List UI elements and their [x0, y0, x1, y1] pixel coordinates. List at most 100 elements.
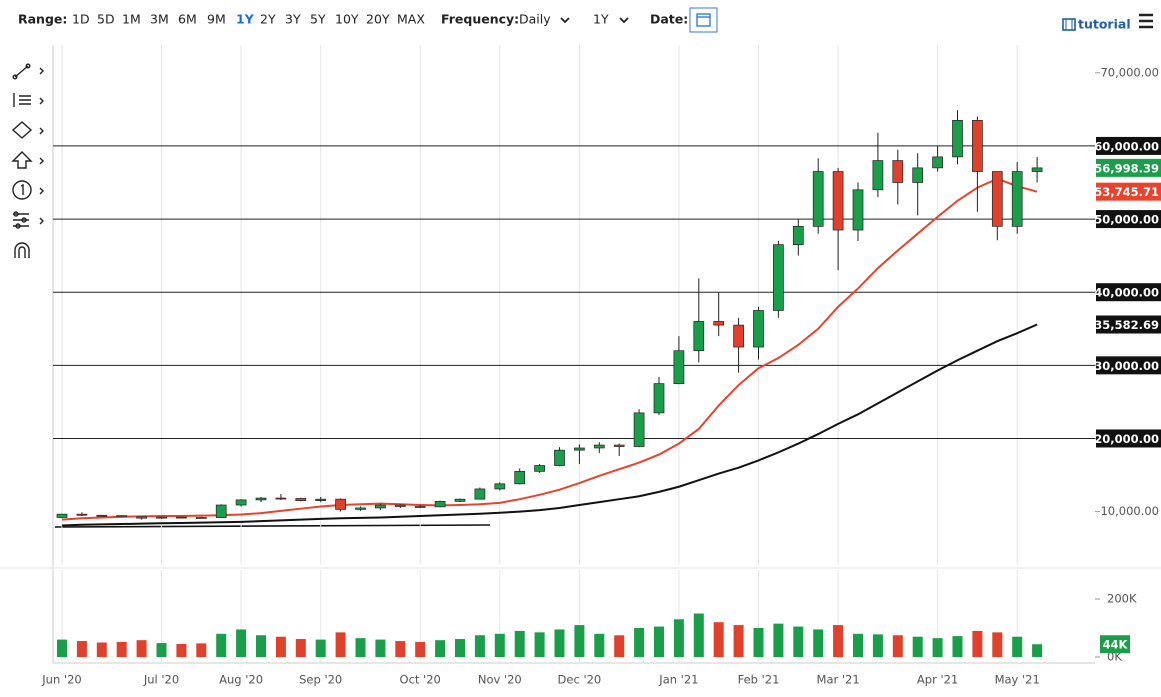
candle-body: [733, 324, 744, 348]
volume-bar: [952, 636, 963, 657]
annotation-tool[interactable]: [12, 180, 44, 200]
volume-bar: [594, 633, 605, 657]
period-select[interactable]: 1Y: [593, 12, 609, 27]
frequency-select[interactable]: Daily: [519, 12, 551, 27]
range-button[interactable]: 2Y: [260, 12, 276, 27]
dropdown-arrow[interactable]: [560, 17, 570, 24]
y-tick-label: 10,000.00: [1100, 504, 1159, 518]
y-tick-label: 70,000.00: [1100, 65, 1159, 79]
volume-bar: [673, 619, 684, 657]
range-button[interactable]: 6M: [178, 12, 197, 27]
volume-bar: [57, 639, 67, 657]
candle-body: [335, 498, 346, 510]
volume-bar: [116, 641, 127, 657]
candle-body: [1031, 167, 1043, 172]
candle-body: [136, 516, 147, 519]
x-tick-label: Nov '20: [478, 673, 522, 687]
range-button[interactable]: 5D: [97, 12, 115, 27]
y-tick-label: 40,000.00: [1094, 286, 1159, 300]
dropdown-arrow[interactable]: [619, 17, 629, 24]
range-button[interactable]: 20Y: [366, 12, 390, 27]
volume-bar: [992, 632, 1003, 657]
fib-tool[interactable]: [13, 93, 44, 107]
tutorial-text[interactable]: tutorial: [1078, 17, 1131, 32]
level-label-box: [1096, 283, 1161, 302]
moving-average-label: 35,582.69: [1094, 318, 1159, 332]
trend-line: [54, 524, 491, 528]
range-button[interactable]: 3Y: [285, 12, 301, 27]
volume-bar: [534, 632, 545, 657]
volume-bar: [395, 641, 406, 657]
candle-body: [176, 516, 187, 519]
candle-body: [912, 167, 924, 183]
candle-body: [96, 514, 108, 517]
candle-body: [394, 504, 406, 507]
range-button[interactable]: 1M: [122, 12, 141, 27]
volume-bar: [176, 643, 187, 657]
last-volume-label: 44K: [1103, 638, 1129, 652]
volume-bar: [912, 636, 923, 657]
moving-average: [61, 177, 1038, 521]
line-tool[interactable]: [12, 63, 44, 80]
volume-bar: [474, 635, 485, 657]
candle-body: [673, 350, 685, 384]
volume-bar: [96, 642, 107, 657]
candle-body: [832, 171, 844, 231]
moving-average-label: 53,745.71: [1094, 185, 1159, 199]
volume-bar: [554, 629, 565, 657]
range-button[interactable]: 5Y: [310, 12, 326, 27]
level-label-box: [1096, 136, 1161, 155]
candle-body: [852, 189, 864, 231]
magnet-tool[interactable]: [14, 242, 30, 258]
last-volume-box: [1100, 635, 1130, 654]
range-button[interactable]: MAX: [397, 12, 425, 27]
candle-body: [653, 383, 665, 414]
volume-bar: [415, 641, 426, 657]
x-tick-label: Mar '21: [817, 673, 860, 687]
volume-bar: [494, 633, 505, 657]
shape-tool[interactable]: [11, 121, 44, 139]
volume-bar: [355, 638, 366, 657]
volume-bar: [793, 626, 804, 657]
candle-body: [514, 471, 526, 485]
x-tick-label: Aug '20: [219, 673, 263, 687]
y-tick-label: 20,000.00: [1094, 432, 1159, 446]
volume-bar: [275, 636, 286, 657]
range-button[interactable]: 3M: [150, 12, 169, 27]
x-tick-label: Oct '20: [400, 673, 441, 687]
candle-body: [76, 513, 88, 516]
candle-body: [792, 226, 804, 246]
candle-body: [613, 444, 625, 447]
x-tick-label: Dec '20: [558, 673, 602, 687]
arrow-tool[interactable]: [11, 151, 44, 169]
volume-bar: [335, 632, 346, 657]
candle-body: [474, 488, 486, 500]
range-button[interactable]: 1Y: [236, 12, 255, 27]
calendar-button[interactable]: [689, 7, 718, 33]
level-label-box: [1096, 429, 1161, 448]
range-button[interactable]: 9M: [207, 12, 226, 27]
volume-bar: [892, 635, 903, 657]
range-button[interactable]: 1D: [72, 12, 90, 27]
x-tick-label: Sep '20: [299, 673, 342, 687]
candle-body: [892, 160, 904, 183]
volume-bar: [76, 641, 87, 657]
candle-body: [693, 321, 705, 352]
x-tick-label: Feb '21: [738, 673, 780, 687]
tutorial-link[interactable]: tutorial: [1062, 17, 1131, 32]
x-tick-label: Apr '21: [917, 673, 958, 687]
y-tick-label: 30,000.00: [1094, 359, 1159, 373]
candle-body: [932, 156, 943, 169]
pattern-tool[interactable]: [13, 211, 44, 229]
y2-tick-label: 200K: [1107, 592, 1137, 606]
menu-button[interactable]: [1139, 13, 1153, 29]
volume-bar: [753, 628, 764, 657]
volume-bar: [156, 643, 167, 657]
range-button[interactable]: 10Y: [335, 12, 359, 27]
candle-body: [275, 497, 287, 500]
candle-body: [454, 498, 466, 502]
volume-bar: [972, 630, 983, 657]
volume-bar: [853, 633, 863, 657]
volume-bar: [932, 638, 943, 657]
